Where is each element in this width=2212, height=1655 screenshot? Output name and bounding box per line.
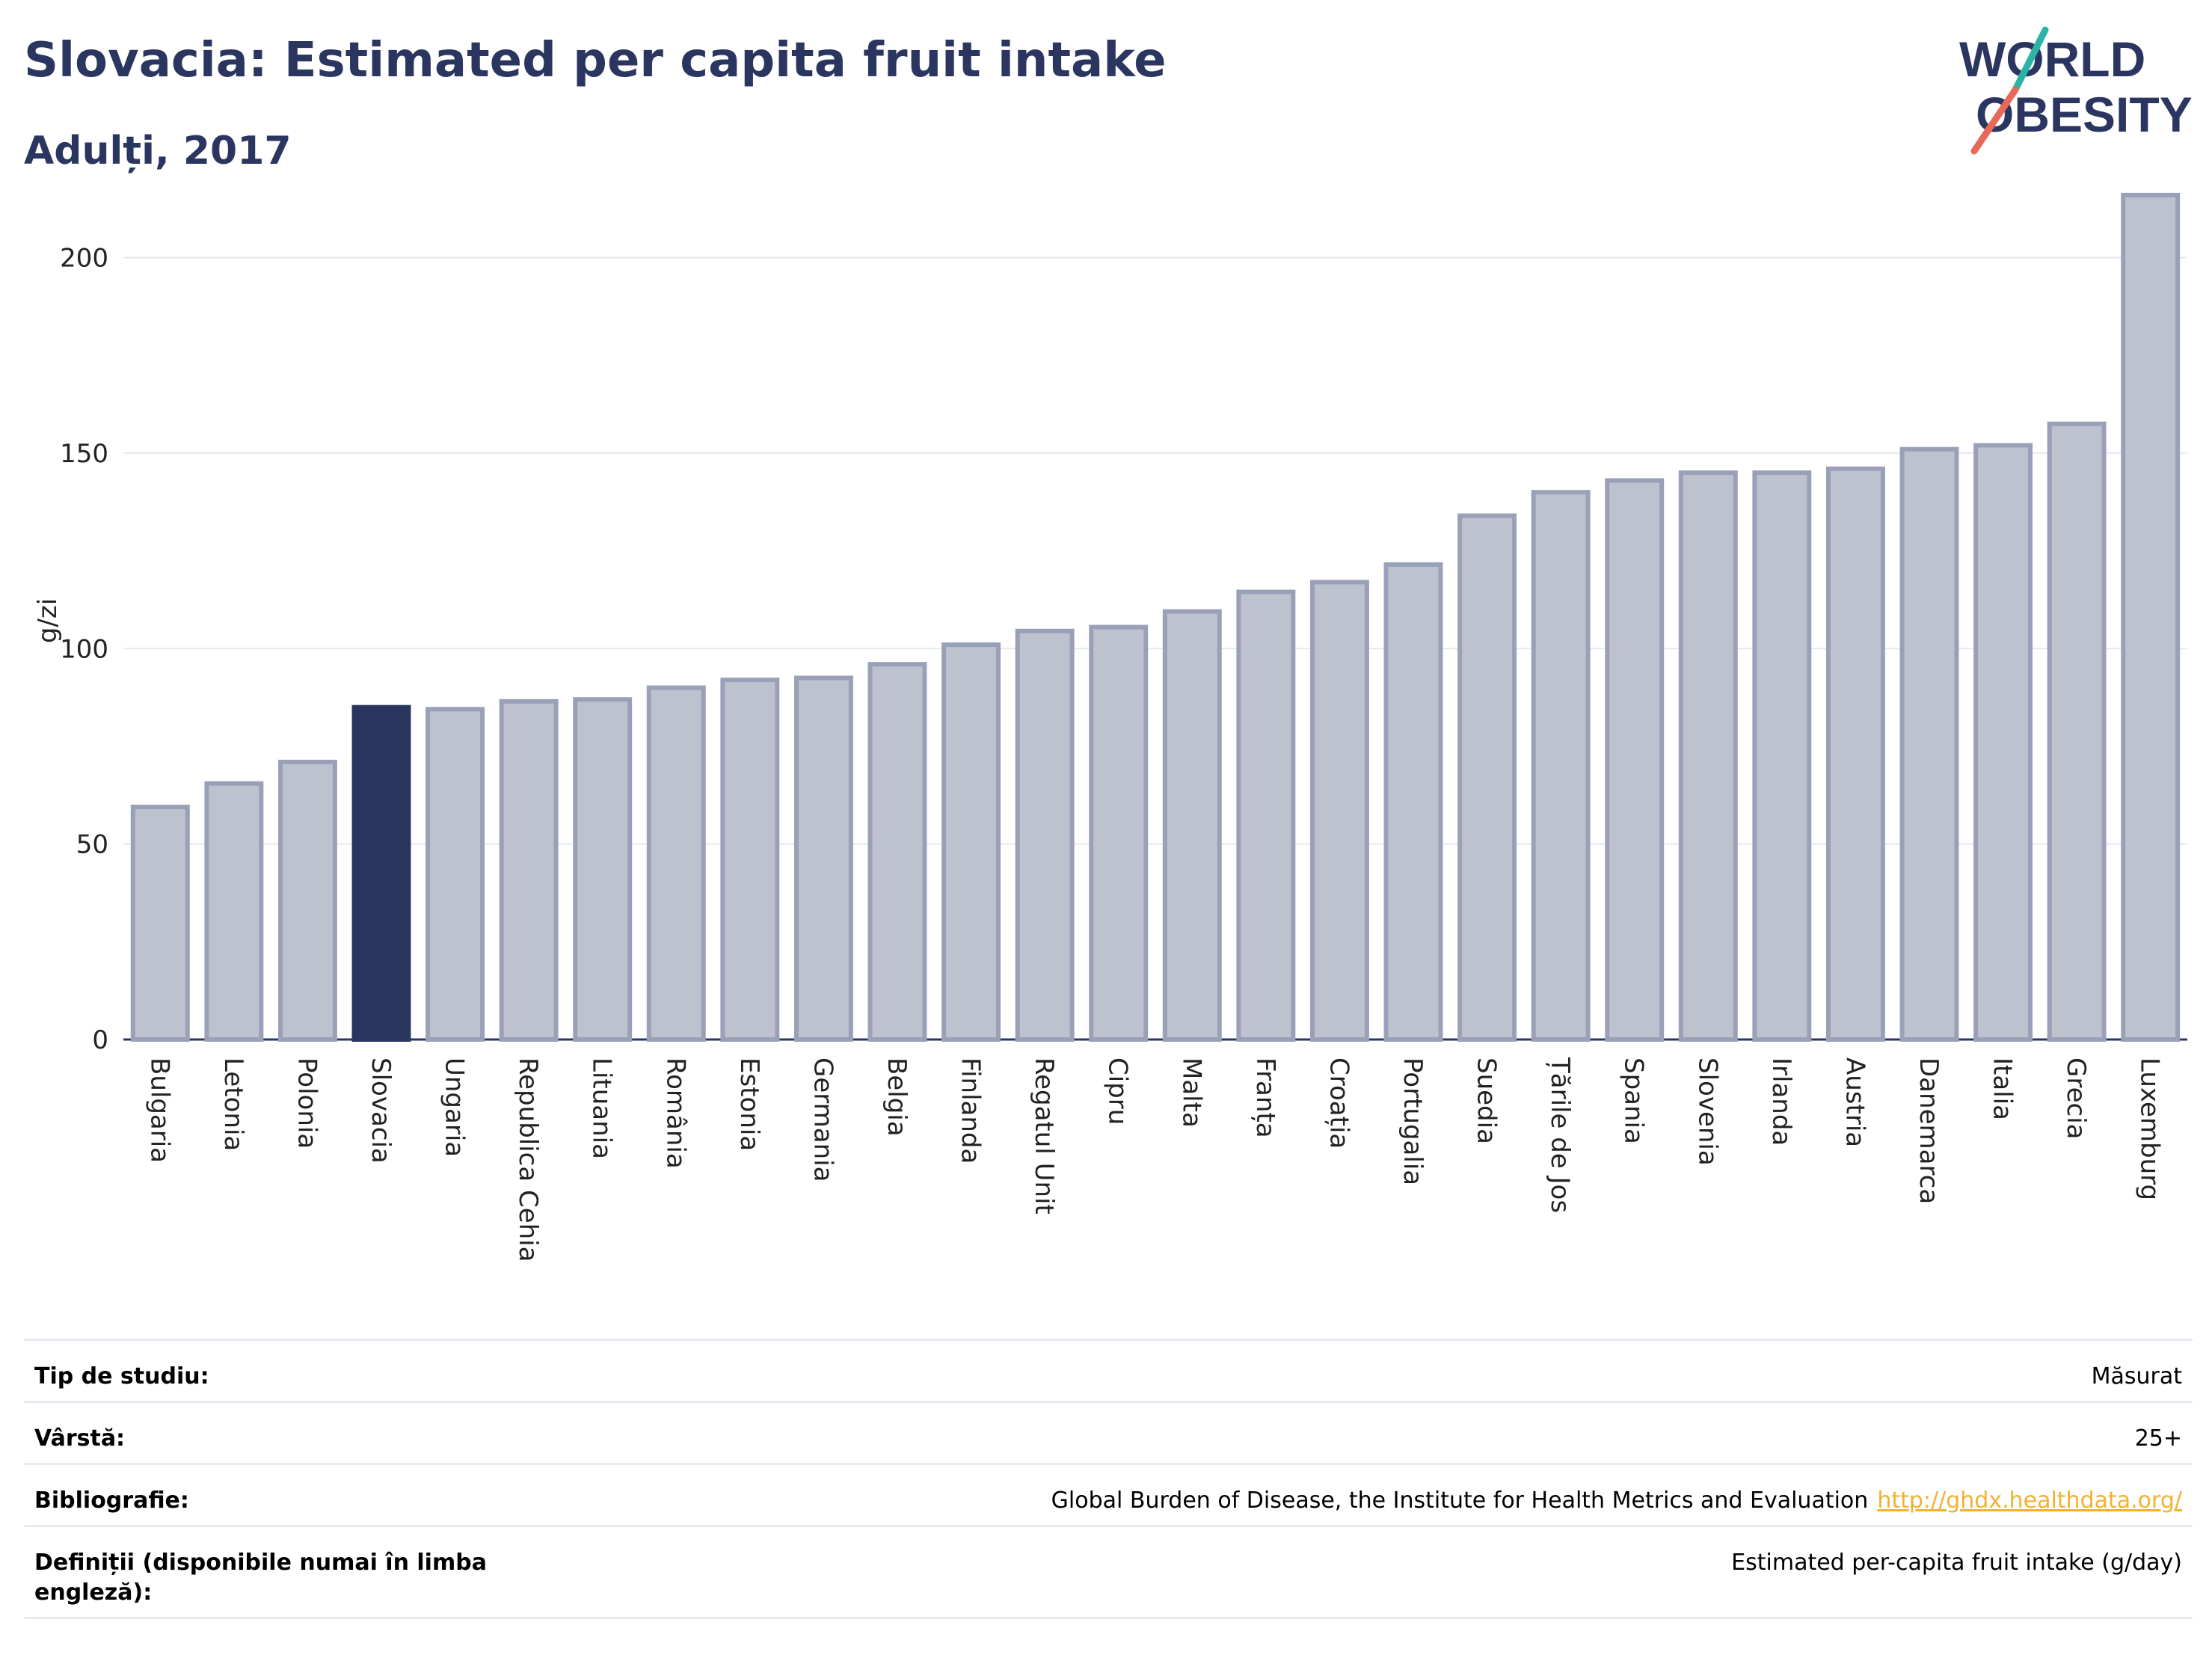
x-tick-label: Franța	[1250, 1057, 1280, 1138]
label-layer: 0 50 100 150 200 Bulgaria Letonia Polonia Slovac…	[60, 244, 2165, 1262]
bar-slovacia	[351, 704, 411, 1042]
info-row-bibliography: Bibliografie: Global Burden of Disease, …	[24, 1463, 2193, 1525]
info-value-wrap: Global Burden of Disease, the Institute …	[1051, 1486, 2182, 1516]
bar-portugalia	[1383, 562, 1443, 1042]
info-label: Definiții (disponibile numai în limba en…	[34, 1550, 487, 1606]
x-tick-label: Grecia	[2061, 1057, 2091, 1139]
bar-slovenia	[1678, 470, 1738, 1042]
x-tick-label: Polonia	[292, 1057, 322, 1149]
bar-republica-cehia	[499, 698, 559, 1042]
bar-ungaria	[425, 707, 485, 1043]
x-tick-label: Malta	[1176, 1057, 1206, 1128]
bar-țările-de-jos	[1531, 490, 1591, 1042]
bar-polonia	[277, 759, 337, 1042]
bar-italia	[1973, 443, 2033, 1042]
bar-estonia	[720, 678, 780, 1042]
info-row-study-type: Tip de studiu: Măsurat	[24, 1339, 2193, 1401]
bar-austria	[1825, 466, 1885, 1042]
x-tick-label: Luxemburg	[2135, 1057, 2165, 1200]
x-tick-label: Finlanda	[956, 1057, 986, 1164]
y-tick-label: 0	[92, 1025, 108, 1055]
bar-irlanda	[1752, 470, 1812, 1042]
x-tick-label: Croația	[1324, 1057, 1354, 1149]
x-tick-label: Slovenia	[1692, 1057, 1722, 1166]
x-tick-label: Slovacia	[366, 1057, 396, 1164]
world-obesity-logo: WORLD OBESITY	[1959, 26, 2193, 155]
x-tick-label: Ungaria	[440, 1057, 470, 1157]
x-tick-label: Republica Cehia	[513, 1057, 543, 1262]
x-tick-label: Letonia	[218, 1057, 248, 1151]
bar-bulgaria	[130, 804, 190, 1043]
info-row-definitions: Definiții (disponibile numai în limba en…	[24, 1525, 2193, 1619]
bar-danemarca	[1899, 446, 1959, 1042]
bar-regatul-unit	[1015, 628, 1075, 1042]
bar-germania	[793, 675, 853, 1043]
logo-slash-teal	[2012, 26, 2049, 93]
x-tick-label: Spania	[1619, 1057, 1649, 1144]
y-tick-label: 150	[60, 439, 108, 469]
bar-lituania	[573, 697, 633, 1043]
y-tick-label: 200	[60, 244, 108, 274]
chart-title: Slovacia: Estimated per capita fruit int…	[24, 33, 1167, 88]
info-label: Vârstă:	[34, 1425, 126, 1452]
x-tick-label: Regatul Unit	[1029, 1057, 1059, 1215]
bar-spania	[1605, 478, 1665, 1042]
chart-subtitle: Adulți, 2017	[24, 129, 292, 174]
x-tick-label: Austria	[1840, 1057, 1870, 1147]
info-table: Tip de studiu: Măsurat Vârstă: 25+ Bibli…	[24, 1339, 2193, 1619]
source-link[interactable]: http://ghdx.healthdata.org/	[1877, 1487, 2182, 1514]
bar-croația	[1309, 580, 1369, 1042]
info-row-age: Vârstă: 25+	[24, 1401, 2193, 1463]
bar-belgia	[867, 662, 927, 1042]
bar-chart: 0 50 100 150 200 Bulgaria Letonia Polonia Slovac…	[33, 192, 2187, 1262]
x-tick-label: Danemarca	[1914, 1057, 1944, 1204]
bar-franța	[1236, 589, 1296, 1042]
info-value: Global Burden of Disease, the Institute …	[1051, 1487, 1869, 1514]
x-tick-label: Italia	[1988, 1057, 2018, 1120]
y-tick-label: 50	[76, 830, 108, 860]
x-tick-label: Germania	[808, 1057, 838, 1182]
info-value: Măsurat	[2091, 1363, 2182, 1390]
x-tick-label: Portugalia	[1398, 1057, 1428, 1185]
bar-cipru	[1089, 624, 1149, 1042]
x-tick-label: Lituania	[587, 1057, 617, 1159]
x-tick-label: Cipru	[1103, 1057, 1133, 1125]
x-tick-label: Estonia	[734, 1057, 764, 1151]
info-value: 25+	[2134, 1425, 2182, 1452]
bar-letonia	[204, 781, 264, 1042]
bar-layer	[130, 192, 2181, 1043]
x-tick-label: Belgia	[882, 1057, 912, 1137]
bar-finlanda	[941, 642, 1001, 1042]
x-tick-label: România	[660, 1057, 690, 1169]
info-label: Bibliografie:	[34, 1487, 189, 1514]
y-tick-label: 100	[60, 634, 108, 664]
x-tick-label: Bulgaria	[144, 1057, 174, 1163]
info-value: Estimated per-capita fruit intake (g/day…	[1731, 1550, 2182, 1576]
y-axis-label: g/zi	[33, 598, 63, 643]
bar-luxemburg	[2121, 192, 2181, 1043]
bar-românia	[646, 685, 706, 1043]
bar-grecia	[2047, 421, 2107, 1042]
x-tick-label: Țările de Jos	[1545, 1057, 1575, 1213]
logo-slash-coral	[1970, 86, 2019, 155]
info-label: Tip de studiu:	[34, 1363, 209, 1390]
x-tick-label: Suedia	[1472, 1057, 1502, 1144]
bar-suedia	[1457, 513, 1517, 1042]
bar-malta	[1162, 609, 1222, 1042]
x-tick-label: Irlanda	[1766, 1057, 1796, 1146]
logo-line1: WORLD	[1959, 31, 2145, 87]
